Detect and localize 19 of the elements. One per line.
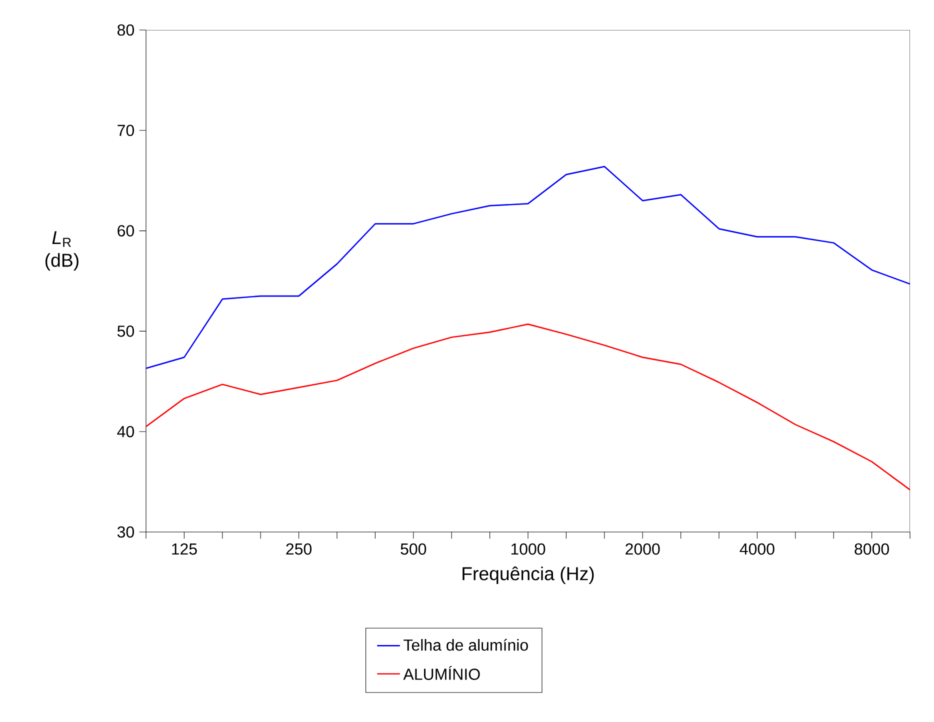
y-tick-label: 40 — [117, 426, 134, 438]
x-axis-title: Frequência (Hz) — [462, 566, 594, 584]
y-tick-label: 80 — [118, 24, 134, 36]
x-tick-label: 1000 — [511, 543, 546, 555]
x-tick-label: 125 — [172, 543, 197, 555]
x-tick-label: 500 — [400, 543, 426, 555]
x-tick-label: 4000 — [740, 543, 774, 555]
y-tick-label: 60 — [118, 225, 134, 236]
x-tick-label: 2000 — [626, 543, 660, 555]
line-series — [146, 324, 910, 490]
y-tick-label: 50 — [117, 326, 134, 337]
x-tick-label: 8000 — [854, 543, 889, 555]
x-tick-label: 250 — [286, 543, 312, 555]
y-tick-label: 30 — [117, 526, 134, 538]
y-axis-title: L$_{R}$ (dB) — [45, 231, 78, 271]
legend-label: Telha de alumínio — [404, 638, 528, 651]
y-tick-label: 70 — [118, 124, 134, 136]
legend-label: ALUMÍNIO — [403, 666, 480, 680]
line-series — [146, 166, 910, 370]
